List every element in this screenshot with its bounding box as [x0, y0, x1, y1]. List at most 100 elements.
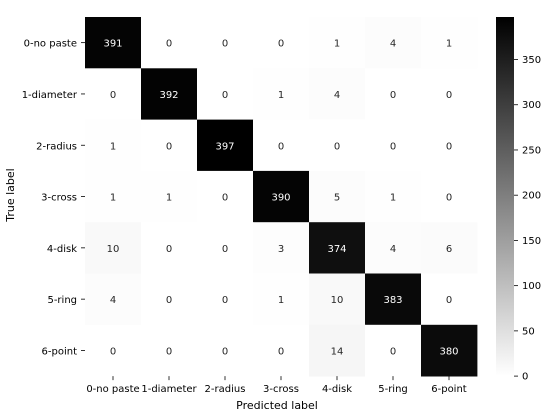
heatmap-cell-3-2 [197, 170, 254, 223]
colorbar-tick-label: 300 [522, 100, 541, 111]
cell-value-label: 0 [166, 39, 172, 50]
heatmap-cell-5-5 [365, 273, 422, 326]
cell-value-label: 4 [390, 244, 396, 255]
heatmap-cell-5-6 [421, 273, 478, 326]
heatmap-cell-1-6 [421, 68, 478, 120]
colorbar-tick-label: 350 [522, 55, 541, 66]
colorbar: 0 50 100 150 200 250 300 350 [496, 17, 541, 383]
heatmap-cells: 391 0 0 0 1 4 10 392 0 1 4 0 01 0 397 0 0 0 01 1 0 390 5 1 010 0 0… [85, 17, 478, 377]
heatmap-cell-5-0 [85, 273, 142, 326]
heatmap-cell-1-1 [141, 68, 198, 120]
x-tick-label: 6-point [431, 384, 467, 395]
cell-value-label: 0 [222, 193, 228, 204]
heatmap-cell-1-0 [85, 68, 142, 120]
cell-value-label: 0 [166, 244, 172, 255]
heatmap-cell-4-2 [197, 222, 254, 274]
heatmap-cell-6-2 [197, 324, 254, 377]
cell-value-label: 397 [215, 141, 234, 152]
cell-value-label: 0 [446, 193, 452, 204]
x-axis-ticks: 0-no paste 1-diameter 2-radius 3-cross 4-dis… [86, 376, 467, 395]
heatmap-cell-3-5 [365, 170, 422, 223]
heatmap-cell-2-6 [421, 119, 478, 172]
heatmap-cell-3-4 [309, 170, 366, 223]
heatmap-cell-0-3 [253, 17, 310, 69]
cell-value-label: 0 [446, 295, 452, 306]
cell-value-label: 1 [110, 193, 116, 204]
colorbar-tick-label: 200 [522, 191, 541, 202]
x-axis-label: Predicted label [236, 399, 318, 412]
y-tick-label: 5-ring [47, 295, 77, 306]
heatmap-cell-2-5 [365, 119, 422, 172]
heatmap-cell-0-2 [197, 17, 254, 69]
y-axis-ticks: 0-no paste 1-diameter 2-radius 3-cross 4-dis… [22, 39, 85, 357]
x-tick-label: 4-disk [322, 384, 352, 395]
colorbar-tick-label: 0 [522, 372, 528, 383]
cell-value-label: 0 [390, 346, 396, 357]
cell-value-label: 1 [446, 39, 452, 50]
heatmap-cell-2-0 [85, 119, 142, 172]
heatmap-cell-6-1 [141, 324, 198, 377]
cell-value-label: 4 [334, 90, 340, 101]
x-tick-label: 3-cross [263, 384, 299, 395]
cell-value-label: 1 [278, 295, 284, 306]
cell-value-label: 374 [327, 244, 346, 255]
cell-value-label: 4 [390, 39, 396, 50]
heatmap-cell-6-3 [253, 324, 310, 377]
cell-value-label: 0 [390, 141, 396, 152]
cell-value-label: 380 [439, 346, 458, 357]
heatmap-cell-5-4 [309, 273, 366, 326]
y-tick-label: 3-cross [41, 193, 77, 204]
y-tick-label: 4-disk [47, 244, 77, 255]
cell-value-label: 0 [166, 346, 172, 357]
colorbar-tick-label: 150 [522, 236, 541, 247]
cell-value-label: 383 [383, 295, 402, 306]
cell-value-label: 0 [390, 90, 396, 101]
colorbar-tick-label: 100 [522, 281, 541, 292]
heatmap-cell-5-3 [253, 273, 310, 326]
cell-value-label: 392 [159, 90, 178, 101]
x-tick-label: 0-no paste [86, 384, 139, 395]
y-tick-label: 0-no paste [24, 39, 77, 50]
cell-value-label: 1 [390, 193, 396, 204]
heatmap-cell-4-5 [365, 222, 422, 274]
x-tick-label: 5-ring [378, 384, 408, 395]
heatmap-cell-6-5 [365, 324, 422, 377]
cell-value-label: 4 [110, 295, 116, 306]
heatmap-cell-4-1 [141, 222, 198, 274]
cell-value-label: 0 [110, 90, 116, 101]
heatmap-cell-3-0 [85, 170, 142, 223]
heatmap-cell-5-1 [141, 273, 198, 326]
cell-value-label: 0 [278, 39, 284, 50]
cell-value-label: 5 [334, 193, 340, 204]
heatmap-cell-4-0 [85, 222, 142, 274]
y-tick-label: 2-radius [36, 141, 77, 152]
x-tick-label: 1-diameter [141, 384, 197, 395]
cell-value-label: 1 [334, 39, 340, 50]
cell-value-label: 0 [222, 244, 228, 255]
heatmap-cell-3-1 [141, 170, 198, 223]
cell-value-label: 0 [278, 141, 284, 152]
heatmap-cell-4-4 [309, 222, 366, 274]
cell-value-label: 6 [446, 244, 452, 255]
heatmap-cell-2-3 [253, 119, 310, 172]
y-tick-label: 1-diameter [22, 90, 78, 101]
cell-value-label: 391 [103, 39, 122, 50]
heatmap-cell-0-5 [365, 17, 422, 69]
cell-value-label: 0 [166, 295, 172, 306]
cell-value-label: 10 [331, 295, 344, 306]
heatmap-cell-1-5 [365, 68, 422, 120]
cell-value-label: 0 [222, 90, 228, 101]
heatmap-cell-0-1 [141, 17, 198, 69]
heatmap-cell-0-6 [421, 17, 478, 69]
cell-value-label: 390 [271, 193, 290, 204]
x-tick-label: 2-radius [205, 384, 246, 395]
heatmap-cell-6-4 [309, 324, 366, 377]
y-axis-label: True label [4, 168, 17, 222]
cell-value-label: 0 [110, 346, 116, 357]
heatmap-cell-0-0 [85, 17, 142, 69]
cell-value-label: 0 [334, 141, 340, 152]
cell-value-label: 0 [446, 141, 452, 152]
colorbar-tick-label: 50 [522, 326, 535, 337]
heatmap-cell-2-2 [197, 119, 254, 172]
